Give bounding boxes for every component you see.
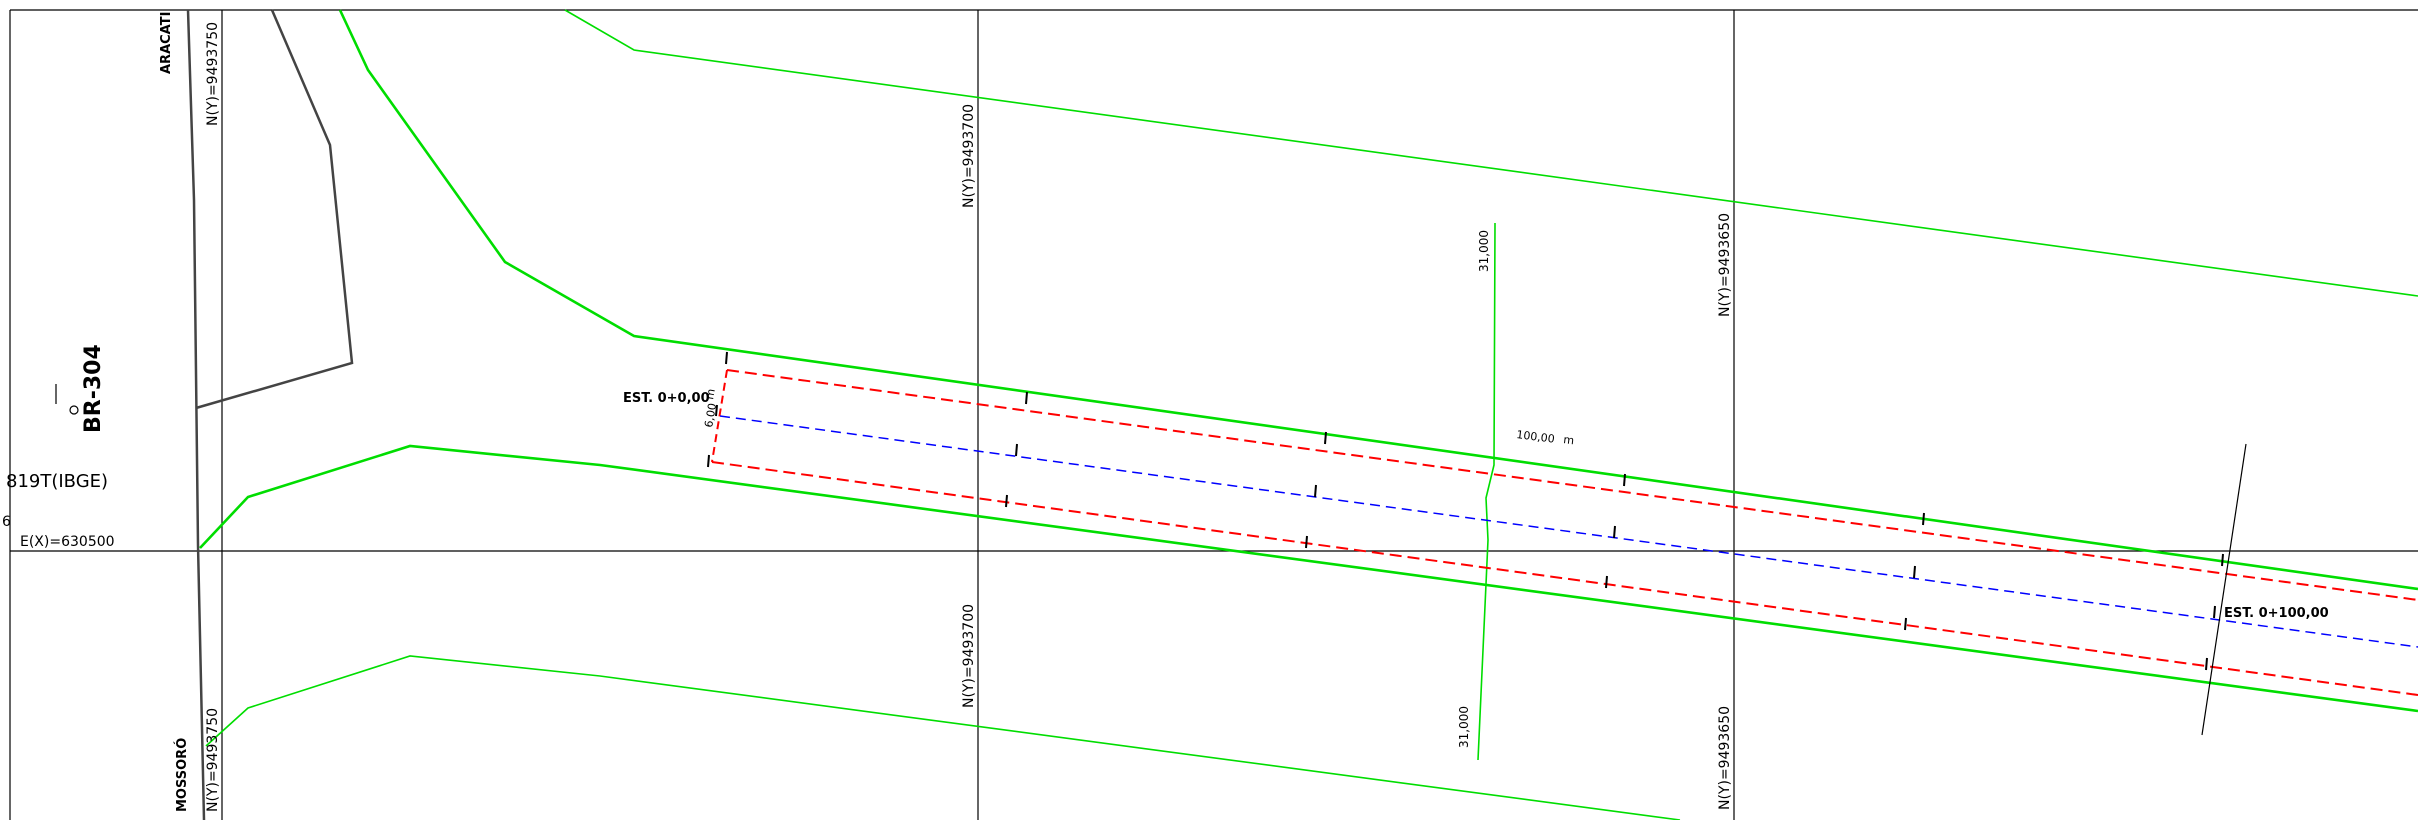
end-section-line xyxy=(2201,443,2247,736)
station-marker xyxy=(1623,473,1626,487)
benchmark-symbol xyxy=(55,384,79,415)
station-marker xyxy=(2213,605,2216,619)
station-marker xyxy=(1015,443,1018,457)
station-start-label: EST. 0+0,00 xyxy=(623,391,710,406)
road-edge-left xyxy=(186,9,206,820)
station-marker xyxy=(1613,525,1616,539)
northing-label-9493700-top: N(Y)=9493700 xyxy=(961,104,977,208)
northing-label-9493750-top: N(Y)=9493750 xyxy=(205,22,221,126)
offset-line-left xyxy=(726,369,2418,601)
contour-line-31000 xyxy=(1477,222,1496,761)
station-end-label: EST. 0+100,00 xyxy=(2224,606,2329,621)
station-marker xyxy=(1005,494,1008,508)
road-outline xyxy=(186,9,354,820)
station-marker xyxy=(1025,391,1028,405)
road-name-label: BR-304 xyxy=(81,344,106,433)
station-marker xyxy=(1324,431,1327,445)
station-marker xyxy=(1913,565,1916,579)
start-section-line xyxy=(711,369,728,463)
northing-label-9493750-bottom: N(Y)=9493750 xyxy=(205,708,221,812)
station-marker xyxy=(725,351,728,365)
northing-label-9493650-top: N(Y)=9493650 xyxy=(1717,213,1733,317)
station-marker xyxy=(1305,535,1308,549)
road-edges xyxy=(199,9,2418,820)
contour-label-top: 31,000 xyxy=(1477,230,1491,272)
station-markers xyxy=(707,351,2224,671)
thin-edge-bottom xyxy=(205,655,1681,820)
station-marker xyxy=(1904,617,1907,631)
centerline xyxy=(719,415,2418,648)
station-marker xyxy=(2205,657,2208,671)
northing-label-9493700-bottom: N(Y)=9493700 xyxy=(961,604,977,708)
station-marker xyxy=(1605,575,1608,589)
width-label: 6,00 xyxy=(702,402,719,428)
contour-label-bottom: 31,000 xyxy=(1457,706,1471,748)
station-marker xyxy=(715,404,718,417)
width-unit-label: m xyxy=(703,388,718,401)
easting-label: E(X)=630500 xyxy=(20,534,115,550)
thick-edge-upper xyxy=(338,9,2418,591)
station-marker xyxy=(1922,512,1925,526)
thick-edge-lower xyxy=(199,444,2418,713)
direction-north-label: ARACATI xyxy=(159,12,174,74)
alignment xyxy=(711,369,2418,736)
northing-label-9493650-bottom: N(Y)=9493650 xyxy=(1717,706,1733,810)
access-outline xyxy=(195,9,354,410)
station-marker xyxy=(1314,484,1317,498)
station-marker xyxy=(2221,553,2224,567)
direction-south-label: MOSSORÓ xyxy=(174,738,190,812)
station-marker xyxy=(707,454,710,468)
ibge-reference-label: 819T(IBGE) xyxy=(6,471,108,492)
ibge-fragment-label: 6 xyxy=(2,514,11,530)
thin-edge-top xyxy=(564,9,2418,297)
grid xyxy=(9,9,2418,820)
length-label: 100,00 xyxy=(1516,428,1556,446)
length-unit-label: m xyxy=(1563,433,1575,447)
